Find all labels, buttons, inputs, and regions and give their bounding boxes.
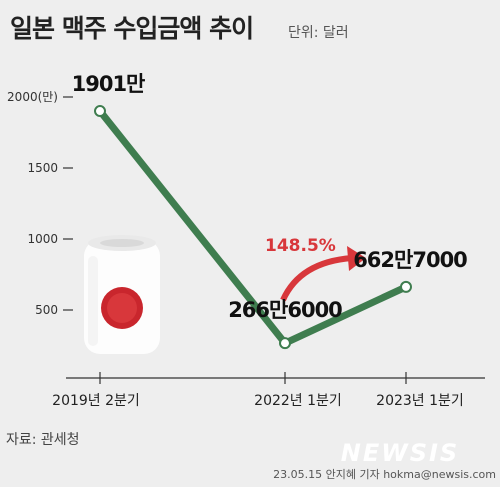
growth-arrowhead [347,246,366,271]
x-tick-label: 2022년 1분기 [254,393,342,409]
y-tick-label: 500 [35,303,58,317]
credit-line: 23.05.15 안지혜 기자 hokma@newsis.com [273,468,496,481]
data-label: 266만6000 [228,298,342,322]
growth-arrow [280,255,353,302]
data-point [94,105,106,118]
y-tick-label: 1500 [27,161,58,175]
data-label: 662만7000 [353,248,467,272]
data-label: 1901만 [72,72,145,96]
y-tick-label: 2000(만) [7,90,58,104]
data-point [279,337,291,350]
x-axis-ticks: 2019년 2분기 2022년 1분기 2023년 1분기 [52,372,464,409]
x-tick-label: 2023년 1분기 [376,393,464,409]
source-label: 자료: 관세청 [6,432,80,448]
series-layer [94,105,412,350]
chart-title: 일본 맥주 수입금액 추이 [10,14,253,43]
data-labels: 1901만 266만6000 662만7000 [72,72,469,322]
y-axis: 2000(만) 1500 1000 500 [7,90,73,317]
x-tick-label: 2019년 2분기 [52,393,140,409]
unit-label: 단위: 달러 [288,25,349,41]
y-tick-label: 1000 [27,232,58,246]
watermark-logo: NEWSIS [341,439,459,467]
growth-label: 148.5% [265,236,336,256]
data-point [400,280,412,293]
beer-can-icon [84,235,160,354]
